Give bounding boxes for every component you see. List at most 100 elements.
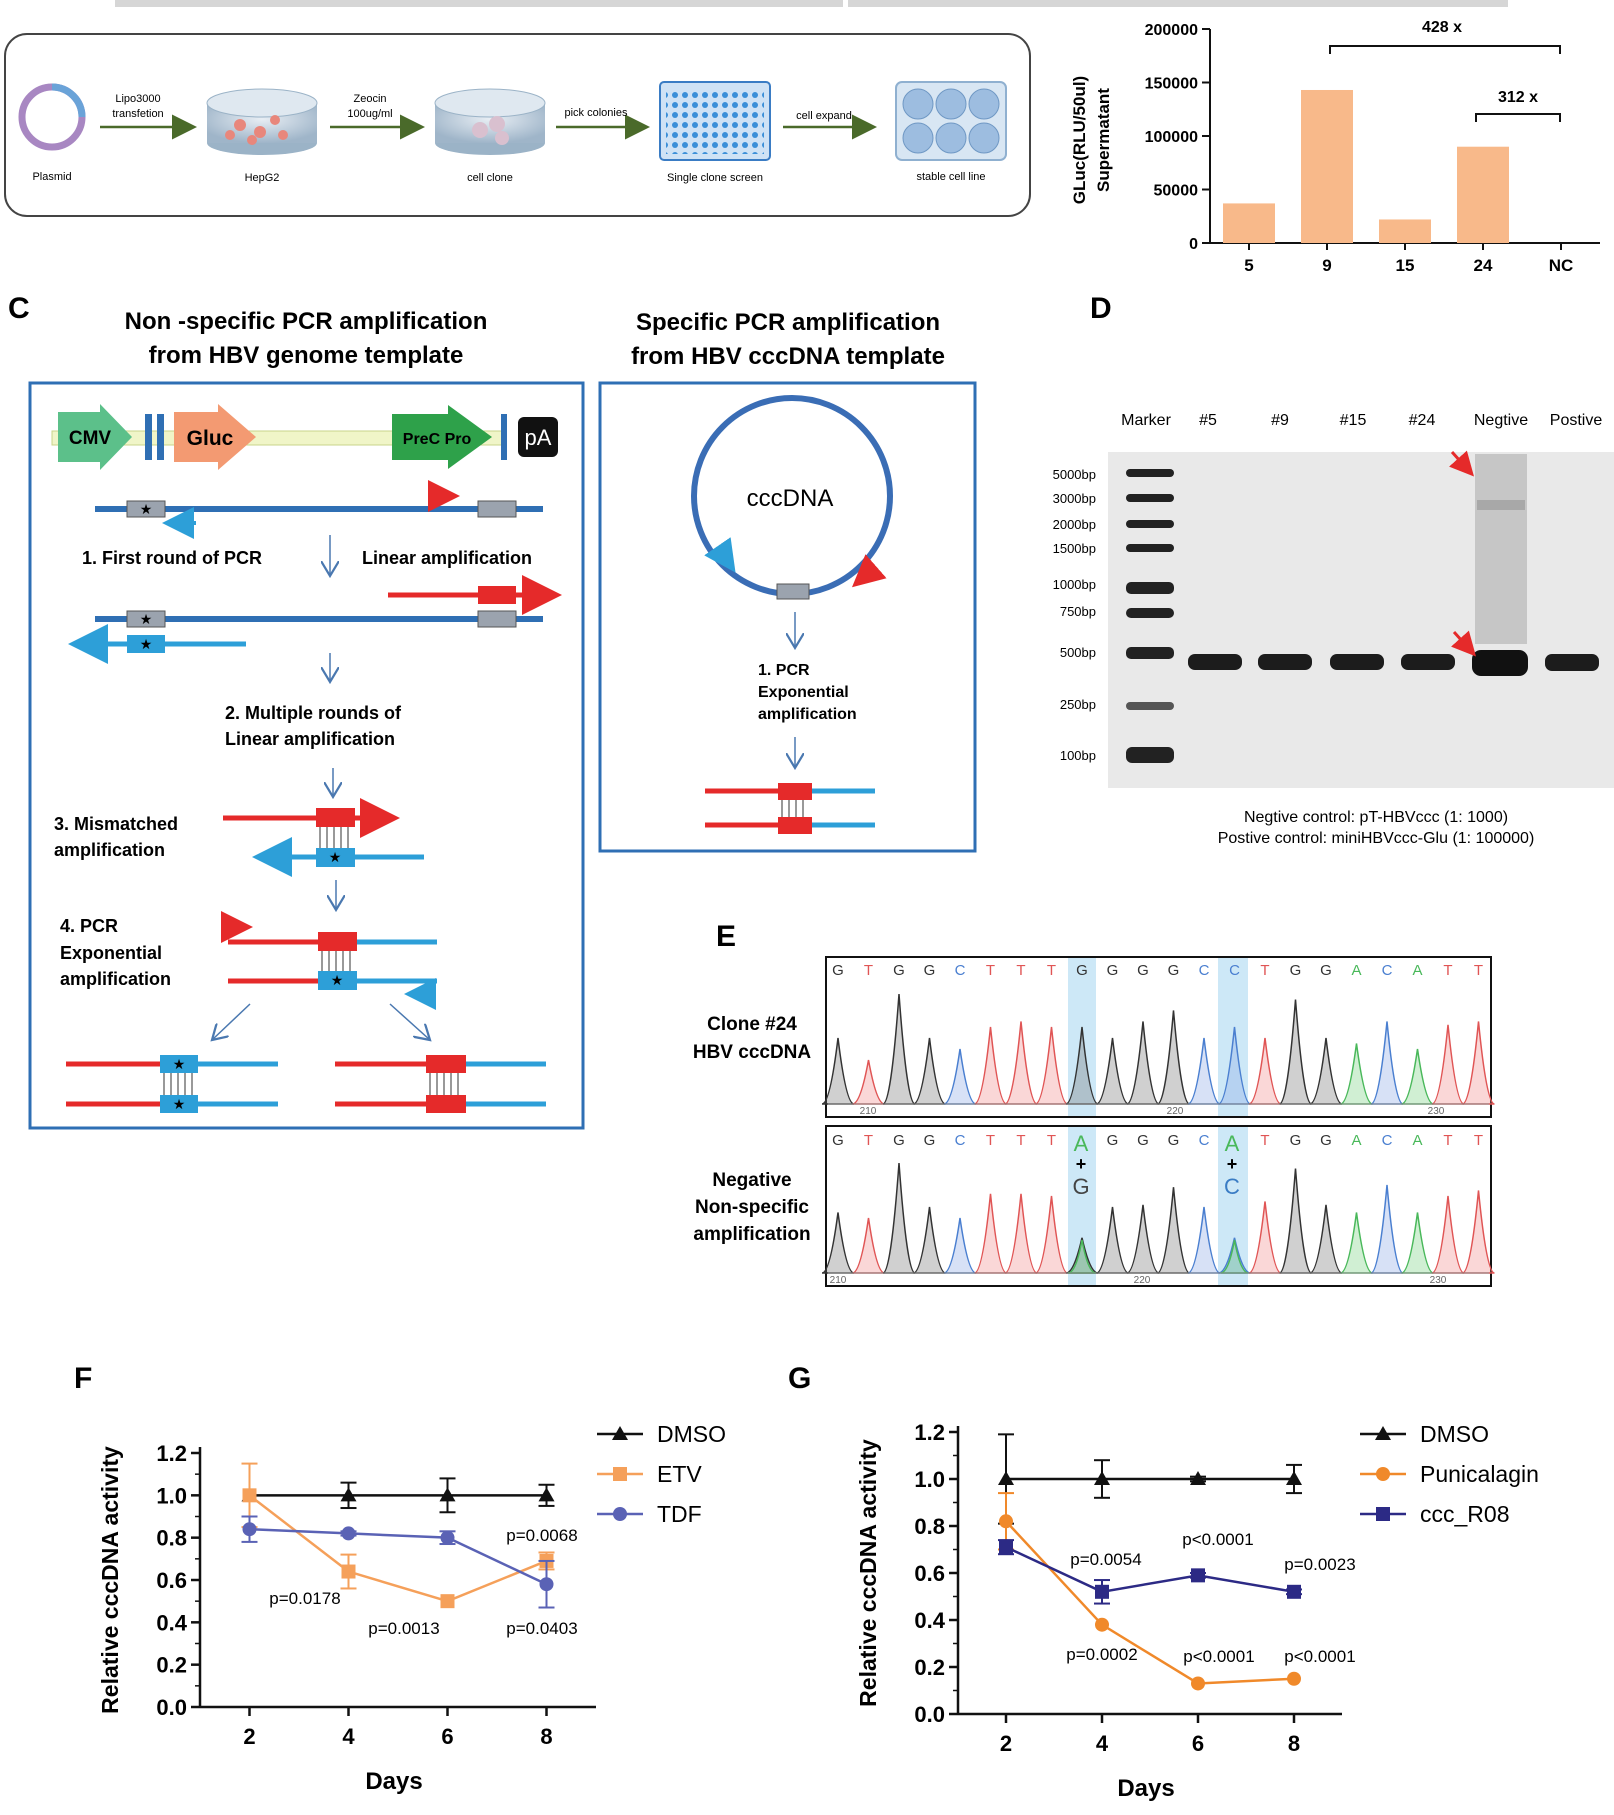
bar-chart-ylabel: GLuc(RLU/50ul) [1070, 76, 1089, 204]
trace-peak [1431, 1195, 1465, 1274]
lane-label: #24 [1409, 412, 1436, 429]
base-call: T [1474, 962, 1483, 979]
base-call: G [832, 1132, 844, 1149]
lane-label: Postive [1550, 412, 1603, 429]
x-axis-label: Days [1117, 1775, 1174, 1802]
trace-peak [1370, 1021, 1404, 1105]
panel-c-right-box: cccDNA 1. PCR Exponential amplification [598, 381, 977, 853]
base-call: T [1260, 1132, 1269, 1149]
bar-x-tick-label: 15 [1396, 256, 1415, 275]
chromatogram-top: G T G G C T T T G G G G C C T G G A C A T T 210 220 230 [821, 956, 1495, 1118]
base-call: G [1168, 962, 1180, 979]
panel-letter-e: E [716, 920, 736, 953]
y-tick-label: 0.2 [914, 1655, 945, 1680]
fold-bracket [1329, 45, 1561, 54]
trace-peak [1279, 1168, 1312, 1274]
x-tick-label: 6 [441, 1724, 453, 1749]
well-plate-icon [659, 81, 771, 161]
data-point [1376, 1467, 1390, 1481]
ladder-label: 1500bp [1053, 541, 1096, 556]
base-call: A [1412, 962, 1422, 979]
trace-peak [1096, 1037, 1129, 1105]
x-tick-label: 4 [1096, 1731, 1109, 1756]
top-strip-right [848, 0, 1508, 7]
base-call: T [1047, 962, 1056, 979]
legend-label: ccc_R08 [1420, 1501, 1509, 1527]
bar-x-tick-label: 5 [1244, 256, 1253, 275]
trace-peak [913, 1206, 946, 1274]
ladder-label: 250bp [1060, 697, 1096, 712]
trace-peak [1126, 1021, 1160, 1105]
legend-label: DMSO [1420, 1421, 1489, 1447]
position-label: 230 [1430, 1275, 1447, 1286]
mixed-base: G [1072, 1174, 1089, 1199]
bar [1379, 219, 1431, 243]
trace-peak [974, 1026, 1007, 1105]
base-call: C [1199, 962, 1210, 979]
step-label: amplification [54, 840, 165, 860]
data-point [999, 1540, 1013, 1555]
fold-annotation: 312 x [1498, 89, 1538, 106]
data-point [1191, 1676, 1205, 1691]
p-value-label: p=0.0178 [269, 1589, 340, 1608]
data-point [1287, 1671, 1301, 1686]
series-line [249, 1527, 548, 1586]
base-call: C [1199, 1132, 1210, 1149]
base-call: T [1443, 962, 1452, 979]
position-label: 210 [860, 1106, 877, 1117]
trace-peak [1401, 1212, 1434, 1274]
lane-label: #5 [1199, 412, 1217, 429]
trace-peak [1126, 1204, 1160, 1274]
trace-peak [1067, 1239, 1097, 1274]
data-point [613, 1507, 627, 1521]
bar-x-tick-label: 24 [1474, 256, 1493, 275]
step-label: 1. First round of PCR [82, 548, 262, 568]
chromatogram-label: HBV cccDNA [693, 1042, 812, 1063]
x-tick-label: 2 [243, 1724, 255, 1749]
y-tick-label: 0.0 [156, 1695, 187, 1720]
legend-label: Punicalagin [1420, 1461, 1539, 1487]
step-label: 2. Multiple rounds of [225, 703, 402, 723]
y-tick-label: 1.2 [914, 1420, 945, 1445]
ladder-label: 750bp [1060, 604, 1096, 619]
base-call: G [1137, 962, 1149, 979]
data-point [999, 1514, 1013, 1529]
gel-caption: Negtive control: pT-HBVccc (1: 1000) [1244, 809, 1508, 826]
trace-peak [1065, 1026, 1099, 1105]
base-call: T [1016, 1132, 1025, 1149]
data-point [242, 1488, 257, 1503]
base-call: A [1412, 1132, 1422, 1149]
trace-peak [1462, 1190, 1495, 1274]
p-value-label: p=0.0068 [506, 1526, 577, 1545]
bar-y-tick-label: 150000 [1145, 76, 1198, 93]
trace-peak [1157, 1187, 1190, 1274]
base-call: C [1229, 962, 1240, 979]
base-call: T [1047, 1132, 1056, 1149]
base-call: T [1016, 962, 1025, 979]
x-tick-label: 8 [1288, 1731, 1300, 1756]
data-point [341, 1526, 356, 1541]
trace-peak [1340, 1212, 1373, 1274]
base-call: G [1320, 1132, 1332, 1149]
base-call: C [955, 962, 966, 979]
lane-label: Marker [1121, 412, 1171, 429]
data-point [440, 1530, 455, 1545]
ladder-label: 5000bp [1053, 467, 1096, 482]
y-tick-label: 0.4 [156, 1610, 187, 1635]
workflow-arrow-label: cell expand [796, 110, 852, 122]
top-strip-left [115, 0, 843, 7]
p-value-label: p=0.0013 [368, 1619, 439, 1638]
chromatogram-label: Non-specific [695, 1197, 809, 1218]
base-call: T [864, 962, 873, 979]
trace-peak [943, 1048, 977, 1105]
red-arrow [1451, 630, 1477, 657]
trace-peak [1279, 999, 1312, 1105]
data-point [539, 1577, 554, 1592]
base-call: C [1382, 962, 1393, 979]
p-value-label: p=0.0002 [1066, 1645, 1137, 1664]
trace-peak [913, 1037, 946, 1105]
y-axis-label: Relative cccDNA activity [855, 1439, 881, 1707]
y-tick-label: 0.2 [156, 1653, 187, 1678]
data-point [1375, 1426, 1391, 1440]
